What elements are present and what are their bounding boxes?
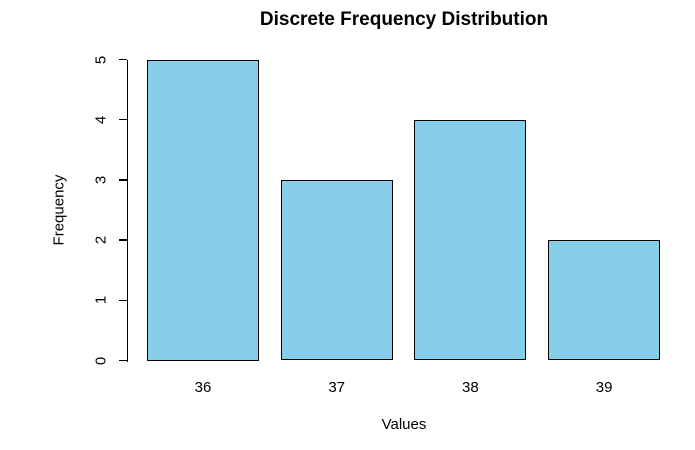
y-tick-mark — [119, 119, 127, 121]
y-tick-mark — [119, 58, 127, 61]
bar-39 — [548, 240, 661, 361]
bar-36 — [147, 59, 259, 361]
y-tick-label: 5 — [92, 55, 110, 64]
y-tick-mark — [119, 179, 127, 181]
x-axis-label: Values — [381, 416, 427, 433]
bar-38 — [414, 119, 527, 361]
y-tick-label: 1 — [92, 296, 110, 305]
y-tick-mark — [119, 299, 127, 301]
y-axis-line — [127, 59, 129, 362]
x-tick-label: 39 — [595, 379, 613, 396]
y-tick-mark — [119, 359, 127, 362]
x-tick-label: 36 — [194, 379, 212, 396]
y-tick-label: 2 — [92, 235, 110, 245]
bar-37 — [280, 179, 393, 361]
chart-title: Discrete Frequency Distribution — [259, 9, 549, 30]
y-tick-mark — [119, 239, 127, 241]
y-tick-label: 3 — [92, 175, 110, 185]
y-tick-label: 0 — [92, 356, 110, 365]
x-tick-label: 38 — [462, 379, 479, 396]
y-tick-label: 4 — [92, 115, 110, 124]
x-tick-label: 37 — [328, 379, 346, 396]
y-axis-label: Frequency — [50, 174, 68, 246]
